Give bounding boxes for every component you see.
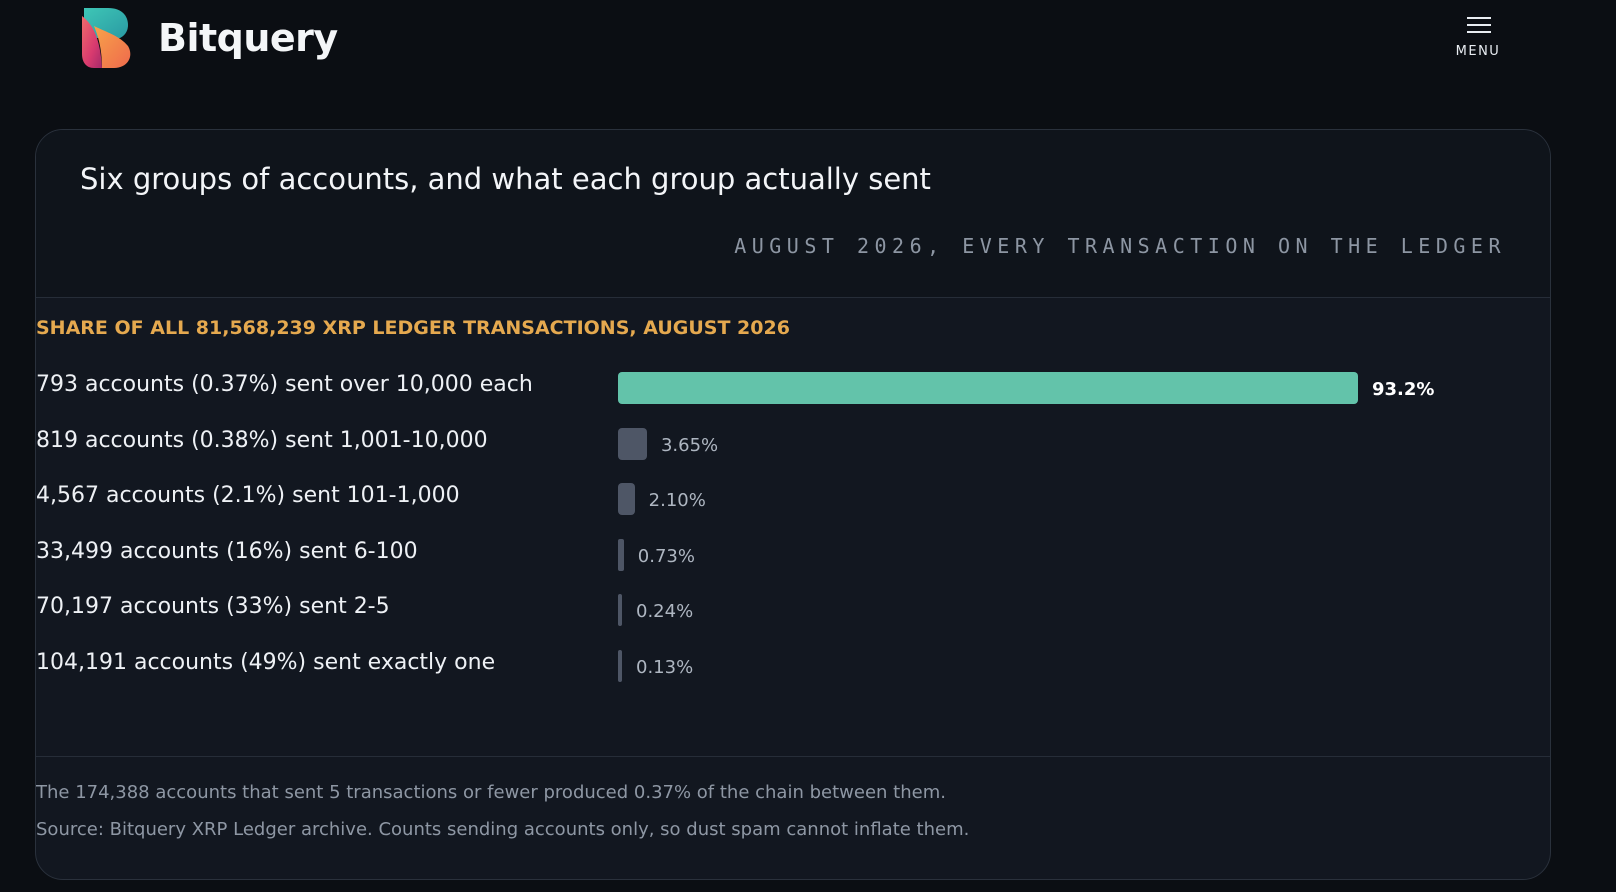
bar bbox=[618, 538, 624, 571]
bar-track: 93.2% bbox=[618, 372, 1434, 404]
chart-row: 4,567 accounts (2.1%) sent 101-1,000 2.10… bbox=[36, 481, 1550, 515]
bar-value-label: 0.13% bbox=[636, 656, 694, 678]
bar bbox=[618, 594, 622, 626]
bar-track: 0.24% bbox=[618, 594, 1358, 626]
chart-row: 70,197 accounts (33%) sent 2-5 0.24% bbox=[36, 592, 1550, 626]
bar-label: 33,499 accounts (16%) sent 6-100 bbox=[36, 538, 418, 564]
bar bbox=[618, 483, 635, 515]
brand[interactable]: Bitquery bbox=[80, 6, 338, 70]
bar-label: 70,197 accounts (33%) sent 2-5 bbox=[36, 594, 390, 619]
bar-label: 104,191 accounts (49%) sent exactly one bbox=[36, 649, 496, 675]
bar-track: 2.10% bbox=[618, 483, 1358, 515]
menu-label: MENU bbox=[1455, 44, 1501, 59]
bar-value-label: 0.73% bbox=[637, 545, 695, 567]
chart-row: 793 accounts (0.37%) sent over 10,000 ea… bbox=[36, 370, 1550, 404]
card-title: Six groups of accounts, and what each gr… bbox=[80, 162, 931, 196]
card-header: Six groups of accounts, and what each gr… bbox=[36, 130, 1550, 298]
chart-row: 33,499 accounts (16%) sent 6-100 0.73% bbox=[36, 537, 1550, 571]
card-footer: The 174,388 accounts that sent 5 transac… bbox=[36, 756, 1550, 879]
chart-title: SHARE OF ALL 81,568,239 XRP LEDGER TRANS… bbox=[36, 317, 790, 339]
card-kicker: AUGUST 2026, EVERY TRANSACTION ON THE LE… bbox=[734, 234, 1506, 258]
chart-row: 819 accounts (0.38%) sent 1,001-10,000 3.… bbox=[36, 426, 1550, 460]
bar-value-label: 3.65% bbox=[660, 434, 719, 456]
bar bbox=[618, 427, 647, 460]
chart-card: Six groups of accounts, and what each gr… bbox=[35, 129, 1551, 880]
bar-label: 4,567 accounts (2.1%) sent 101-1,000 bbox=[36, 483, 460, 508]
bar-value-label: 2.10% bbox=[648, 490, 706, 511]
bar bbox=[618, 649, 622, 682]
bitquery-logo-icon bbox=[82, 8, 131, 68]
bar bbox=[618, 372, 1358, 404]
bar-track: 0.13% bbox=[618, 649, 1358, 682]
bar-value-label: 0.24% bbox=[636, 601, 694, 622]
footnote: The 174,388 accounts that sent 5 transac… bbox=[36, 782, 946, 803]
bar-label: 793 accounts (0.37%) sent over 10,000 ea… bbox=[36, 372, 533, 397]
bar-label: 819 accounts (0.38%) sent 1,001-10,000 bbox=[36, 427, 488, 453]
brand-name: Bitquery bbox=[158, 16, 338, 60]
bar-value-label: 93.2% bbox=[1372, 379, 1435, 400]
bar-track: 0.73% bbox=[618, 538, 1358, 571]
chart-row: 104,191 accounts (49%) sent exactly one 0… bbox=[36, 648, 1550, 682]
hamburger-icon bbox=[1467, 17, 1491, 33]
top-bar: Bitquery MENU bbox=[0, 0, 1616, 92]
source-note: Source: Bitquery XRP Ledger archive. Cou… bbox=[36, 819, 970, 840]
bar-track: 3.65% bbox=[618, 427, 1358, 460]
menu-button[interactable]: MENU bbox=[1448, 12, 1508, 64]
